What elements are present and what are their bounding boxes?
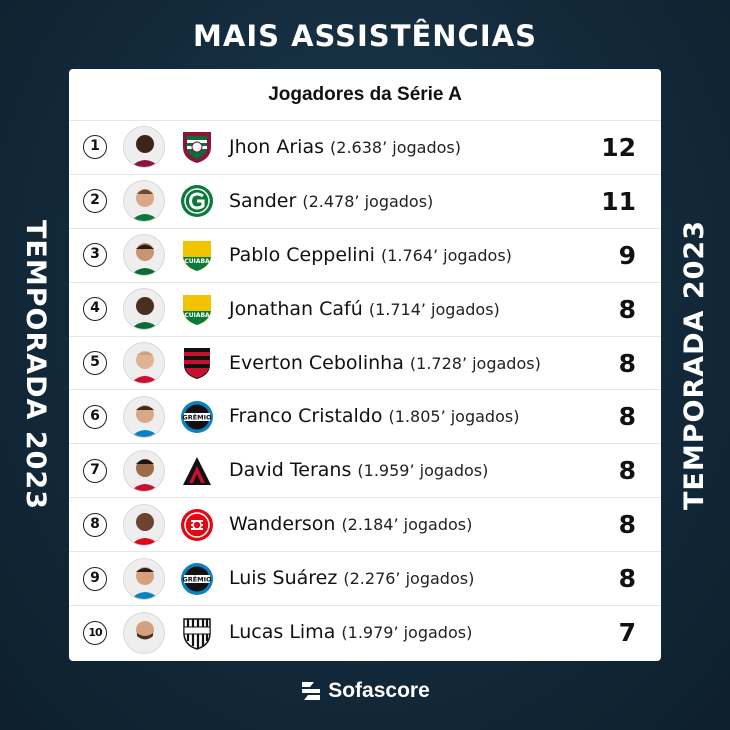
- player-info: Everton Cebolinha (1.728’ jogados): [229, 337, 541, 390]
- player-info: Wanderson (2.184’ jogados): [229, 498, 472, 551]
- player-minutes: (2.184’ jogados): [341, 515, 473, 535]
- player-avatar: [123, 395, 165, 438]
- player-minutes: (2.638’ jogados): [330, 138, 461, 157]
- player-info: Luis Suárez (2.276’ jogados): [229, 552, 474, 605]
- player-minutes: (1.959’ jogados): [357, 461, 489, 481]
- table-row[interactable]: 1 Jhon Arias (2.638’ jogados) 12: [69, 121, 661, 175]
- table-row[interactable]: 9 GRÊMIO Luis Suárez (2.276’ jogados) 8: [69, 552, 661, 607]
- player-name: Everton Cebolinha: [229, 351, 404, 374]
- assists-value: 8: [618, 564, 636, 594]
- rank-badge: 7: [83, 458, 107, 483]
- player-name: Luis Suárez: [229, 567, 338, 590]
- rank-badge: 8: [83, 512, 107, 537]
- assists-value: 7: [618, 618, 636, 648]
- rank-badge: 4: [83, 297, 107, 322]
- gremio-crest-icon: GRÊMIO: [179, 561, 215, 597]
- player-avatar: [123, 288, 165, 331]
- flamengo-crest-icon: [179, 345, 215, 381]
- table-row[interactable]: 6 GRÊMIO Franco Cristaldo (1.805’ jogado…: [69, 390, 661, 445]
- fluminense-crest-icon: [179, 129, 215, 165]
- assists-value: 8: [618, 402, 636, 432]
- brand-name: Sofascore: [328, 679, 430, 702]
- santos-crest-icon: [179, 615, 215, 651]
- cuiaba-crest-icon: CUIABA: [179, 291, 215, 327]
- sofascore-logo: Sofascore: [0, 676, 730, 706]
- card-header: Jogadores da Série A: [69, 69, 661, 121]
- player-name: Pablo Ceppelini: [229, 243, 375, 266]
- player-info: Franco Cristaldo (1.805’ jogados): [229, 390, 519, 443]
- internacional-crest-icon: [179, 507, 215, 543]
- crest-text: GRÊMIO: [182, 574, 212, 583]
- player-info: Lucas Lima (1.979’ jogados): [229, 606, 472, 659]
- assists-value: 8: [618, 348, 636, 378]
- table-row[interactable]: 4 CUIABA Jonathan Cafú (1.714’ jogados) …: [69, 283, 661, 337]
- assists-value: 8: [618, 456, 636, 486]
- rank-badge: 5: [83, 351, 107, 375]
- rank-badge: 1: [83, 135, 107, 160]
- rank-badge: 3: [83, 243, 107, 268]
- crest-text: CUIABA: [184, 258, 210, 265]
- player-name: Lucas Lima: [229, 621, 336, 644]
- player-name: Jhon Arias: [229, 136, 324, 158]
- table-row[interactable]: 10 Lucas Lima (1.979’ jogados) 7: [69, 606, 661, 660]
- assists-value: 8: [618, 510, 636, 540]
- player-avatar: [123, 557, 165, 600]
- player-avatar: [123, 449, 165, 492]
- player-name: David Terans: [229, 459, 352, 482]
- player-info: Pablo Ceppelini (1.764’ jogados): [229, 229, 512, 282]
- table-row[interactable]: 5 Everton Cebolinha (1.728’ jogados) 8: [69, 337, 661, 391]
- table-row[interactable]: 3 CUIABA Pablo Ceppelini (1.764’ jogados…: [69, 229, 661, 283]
- athletico-crest-icon: [179, 453, 215, 489]
- player-name: Sander: [229, 189, 297, 212]
- gremio-crest-icon: GRÊMIO: [179, 399, 215, 435]
- season-label-right: TEMPORADA 2023: [679, 220, 710, 511]
- player-avatar: [123, 234, 165, 277]
- player-minutes: (1.764’ jogados): [380, 245, 512, 265]
- player-avatar: [123, 342, 165, 384]
- player-info: Jhon Arias (2.638’ jogados): [229, 121, 461, 174]
- assists-value: 11: [601, 186, 636, 216]
- rank-badge: 9: [83, 566, 107, 591]
- player-minutes: (1.979’ jogados): [341, 623, 473, 643]
- player-info: Jonathan Cafú (1.714’ jogados): [229, 283, 500, 336]
- rank-badge: 2: [83, 189, 107, 214]
- assists-value: 9: [618, 240, 636, 270]
- player-minutes: (1.805’ jogados): [388, 407, 520, 427]
- rank-badge: 10: [83, 620, 107, 645]
- player-avatar: [123, 180, 165, 223]
- player-info: David Terans (1.959’ jogados): [229, 444, 488, 497]
- player-avatar: [123, 611, 165, 654]
- ranking-card: Jogadores da Série A 1 Jhon Arias (2.638…: [69, 69, 661, 661]
- player-minutes: (1.728’ jogados): [409, 353, 541, 373]
- player-info: Sander (2.478’ jogados): [229, 175, 433, 228]
- player-name: Wanderson: [229, 513, 336, 536]
- assists-value: 12: [601, 133, 636, 162]
- player-minutes: (1.714’ jogados): [368, 299, 500, 319]
- table-row[interactable]: 7 David Terans (1.959’ jogados) 8: [69, 444, 661, 499]
- cuiaba-crest-icon: CUIABA: [179, 237, 215, 273]
- table-row[interactable]: 2 Sander (2.478’ jogados) 11: [69, 175, 661, 229]
- page-title: MAIS ASSISTÊNCIAS: [193, 19, 537, 53]
- player-name: Franco Cristaldo: [229, 405, 383, 428]
- player-avatar: [123, 126, 165, 169]
- rank-badge: 6: [83, 404, 107, 429]
- player-avatar: [123, 503, 165, 546]
- player-name: Jonathan Cafú: [229, 297, 363, 320]
- goias-crest-icon: [179, 183, 215, 219]
- assists-value: 8: [618, 294, 636, 324]
- season-label-left: TEMPORADA 2023: [20, 219, 51, 510]
- sofascore-logo-icon: [302, 682, 321, 700]
- player-minutes: (2.478’ jogados): [302, 191, 434, 211]
- crest-text: GRÊMIO: [182, 412, 212, 421]
- crest-text: CUIABA: [184, 312, 210, 319]
- table-row[interactable]: 8 Wanderson (2.184’ jogados) 8: [69, 498, 661, 553]
- player-minutes: (2.276’ jogados): [343, 569, 475, 589]
